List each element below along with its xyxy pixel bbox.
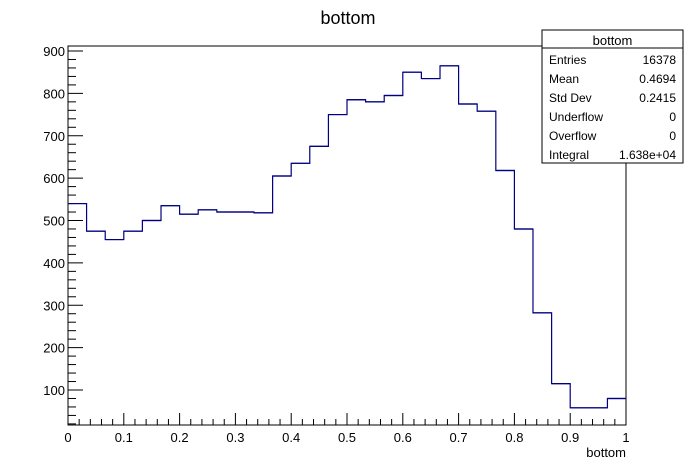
x-tick-label: 0.8 xyxy=(505,430,523,445)
stats-label: Integral xyxy=(549,148,589,162)
x-tick-label: 0.4 xyxy=(282,430,300,445)
stats-value: 16378 xyxy=(643,53,677,67)
x-tick-label: 0.2 xyxy=(171,430,189,445)
stats-label: Std Dev xyxy=(549,91,592,105)
y-tick-label: 200 xyxy=(43,341,65,356)
y-tick-label: 700 xyxy=(43,129,65,144)
y-tick-label: 100 xyxy=(43,383,65,398)
x-axis-title: bottom xyxy=(586,445,626,460)
x-tick-label: 0.5 xyxy=(338,430,356,445)
x-tick-label: 0.3 xyxy=(226,430,244,445)
y-tick-label: 600 xyxy=(43,171,65,186)
stats-label: Entries xyxy=(549,53,586,67)
y-tick-label: 900 xyxy=(43,44,65,59)
stats-title: bottom xyxy=(593,33,633,48)
y-tick-label: 500 xyxy=(43,214,65,229)
stats-label: Underflow xyxy=(549,110,603,124)
x-tick-label: 0.6 xyxy=(394,430,412,445)
x-tick-label: 1 xyxy=(622,430,629,445)
x-tick-label: 0.9 xyxy=(561,430,579,445)
stats-label: Overflow xyxy=(549,129,597,143)
stats-value: 0 xyxy=(669,110,676,124)
stats-value: 0.4694 xyxy=(639,72,676,86)
stats-box-frame xyxy=(541,29,684,164)
stats-box: bottom Entries 16378 Mean 0.4694 Std Dev 0.241… xyxy=(541,29,684,164)
stats-value: 0.2415 xyxy=(639,91,676,105)
x-tick-label: 0.7 xyxy=(450,430,468,445)
y-tick-label: 300 xyxy=(43,298,65,313)
stats-label: Mean xyxy=(549,72,579,86)
stats-value: 0 xyxy=(669,129,676,143)
x-tick-label: 0 xyxy=(64,430,71,445)
y-tick-label: 400 xyxy=(43,256,65,271)
chart-title: bottom xyxy=(320,8,375,28)
stats-value: 1.638e+04 xyxy=(619,148,676,162)
x-tick-label: 0.1 xyxy=(115,430,133,445)
y-tick-label: 800 xyxy=(43,86,65,101)
